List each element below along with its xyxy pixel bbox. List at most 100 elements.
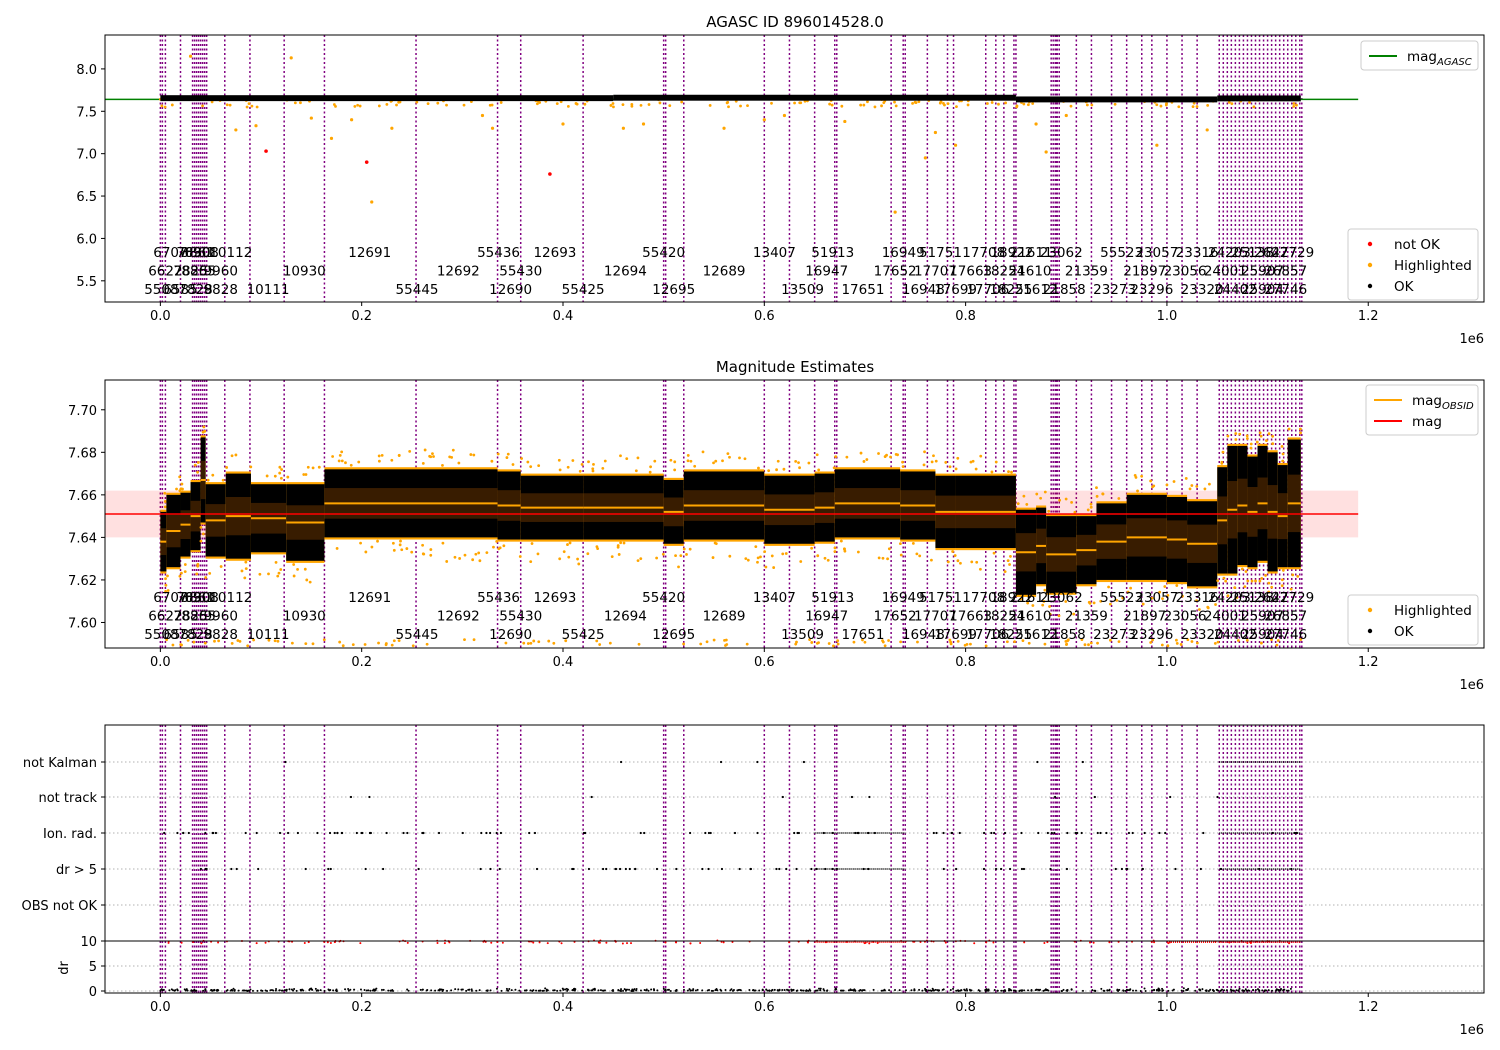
dr-point	[1279, 989, 1282, 992]
highlighted-point	[196, 461, 200, 464]
highlighted-point	[712, 461, 715, 465]
highlighted-point	[566, 104, 570, 108]
flag-marker	[244, 831, 247, 835]
dr-point	[210, 989, 213, 992]
not-ok-point	[264, 149, 268, 153]
flag-marker	[385, 831, 388, 835]
obsid-label: 25907	[1241, 264, 1284, 280]
dr-point	[507, 989, 510, 992]
highlighted-point	[506, 452, 510, 456]
highlighted-point	[923, 156, 927, 160]
flag-marker	[182, 831, 185, 835]
highlighted-point	[834, 455, 838, 459]
highlighted-point	[576, 557, 579, 561]
highlighted-point	[1158, 590, 1162, 594]
dr-point	[1232, 989, 1235, 992]
highlighted-point	[199, 539, 203, 543]
dr-point	[566, 989, 569, 992]
flag-marker	[204, 831, 207, 835]
highlighted-point	[725, 101, 729, 105]
obsid-label: 16949	[882, 590, 925, 606]
highlighted-point	[1281, 452, 1285, 456]
flag-marker	[605, 867, 608, 871]
highlighted-point	[302, 473, 306, 476]
highlighted-point	[1089, 505, 1093, 509]
flag-marker	[327, 867, 330, 871]
dr-point	[301, 988, 304, 991]
highlighted-point	[536, 552, 540, 556]
highlighted-point	[304, 473, 308, 476]
dr-point	[373, 989, 376, 992]
highlighted-point	[1042, 600, 1046, 603]
flag-row-label: not Kalman	[23, 756, 97, 771]
highlighted-point	[930, 558, 933, 562]
highlighted-point	[689, 459, 693, 463]
highlighted-point	[1260, 576, 1264, 580]
highlighted-point	[1289, 587, 1293, 591]
dr-point	[1144, 989, 1147, 992]
flag-marker	[942, 867, 945, 871]
dr-clipped-point	[217, 941, 220, 944]
flag-marker	[286, 831, 290, 835]
highlighted-point	[574, 102, 578, 105]
highlighted-point	[636, 456, 640, 460]
obsid-label: 10112	[209, 245, 252, 261]
dr-point	[724, 988, 727, 991]
dr-point	[993, 988, 996, 991]
highlighted-point	[254, 124, 258, 128]
dr-point	[619, 989, 622, 992]
dr-point	[478, 989, 481, 992]
highlighted-point	[451, 448, 455, 452]
dr-point	[807, 989, 810, 992]
highlighted-point	[1058, 498, 1062, 502]
highlighted-point	[511, 463, 515, 466]
highlighted-point	[234, 128, 238, 132]
highlighted-point	[1222, 576, 1226, 580]
highlighted-point	[611, 102, 615, 105]
y-tick-label: 5.5	[76, 275, 97, 290]
dr-point	[927, 989, 930, 992]
dr-point	[225, 989, 228, 992]
dr-point	[1091, 989, 1094, 992]
dr-point	[859, 988, 862, 991]
flag-marker	[733, 831, 737, 835]
highlighted-point	[421, 543, 425, 547]
obsid-label: 17699	[934, 282, 977, 298]
dr-point	[883, 989, 886, 992]
highlighted-point	[1287, 427, 1291, 431]
highlighted-point	[978, 567, 982, 571]
legend-box	[1347, 594, 1479, 646]
obsid-label: 23056	[1164, 609, 1207, 625]
obsid-label: 23320	[1181, 282, 1224, 298]
dr-point	[854, 989, 857, 992]
legend-label: OK	[1394, 624, 1415, 640]
obsid-label: 10111	[247, 282, 290, 298]
flag-marker	[1096, 831, 1099, 835]
highlighted-point	[1141, 602, 1145, 606]
highlighted-point	[496, 452, 500, 456]
highlighted-point	[955, 105, 958, 108]
highlighted-point	[693, 464, 697, 468]
highlighted-point	[948, 638, 952, 642]
flag-marker	[614, 867, 618, 871]
highlighted-point	[490, 459, 494, 463]
dr-clipped-point	[326, 941, 329, 944]
obsid-label: 16947	[805, 609, 848, 625]
dr-point	[894, 989, 897, 992]
obsid-label: 16948	[902, 627, 945, 643]
obsid-label: 12693	[533, 245, 576, 261]
dr-point	[465, 989, 468, 992]
highlighted-point	[1175, 638, 1178, 642]
dr-point	[765, 988, 768, 991]
dr-point	[802, 989, 805, 992]
highlighted-point	[647, 103, 651, 106]
highlighted-point	[951, 550, 955, 553]
highlighted-point	[395, 103, 398, 107]
highlighted-point	[498, 546, 502, 550]
flag-marker	[163, 831, 166, 835]
highlighted-point	[810, 546, 814, 550]
highlighted-point	[617, 553, 621, 556]
highlighted-point	[1022, 494, 1026, 498]
x-tick-label: 0.4	[553, 309, 574, 324]
obsid-label: 7825	[173, 264, 207, 280]
